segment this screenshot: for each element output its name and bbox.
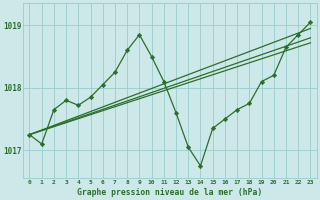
X-axis label: Graphe pression niveau de la mer (hPa): Graphe pression niveau de la mer (hPa) bbox=[77, 188, 263, 197]
